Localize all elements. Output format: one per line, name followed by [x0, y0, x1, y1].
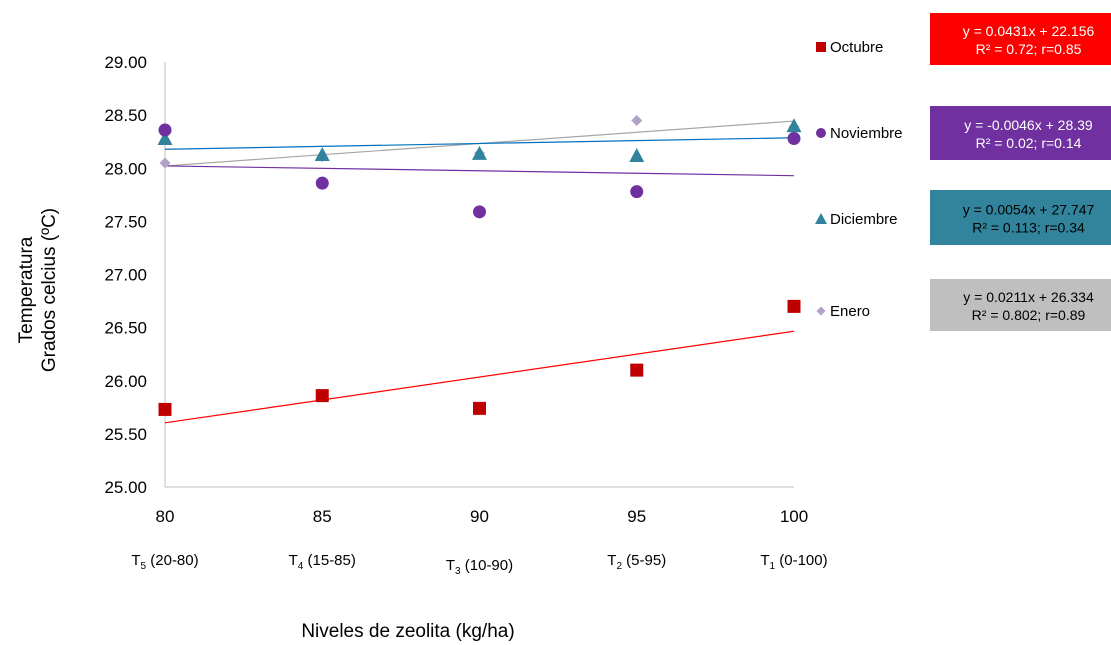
treatment-label: T4 (15-85) — [289, 552, 356, 572]
y-tick-label: 28.00 — [104, 159, 147, 178]
y-axis-title-line-2: Grados celcius (ºC) — [39, 208, 60, 372]
y-tick-label: 25.00 — [104, 478, 147, 497]
trendline-diciembre — [164, 137, 795, 150]
y-tick-labels: 25.00 25.50 26.00 26.50 27.00 27.50 28.00 28.50… — [104, 53, 147, 497]
y-tick-label: 26.50 — [104, 319, 147, 338]
treatment-labels: T5 (20-80) T4 (15-85) T3 (10-90) T2 (5-95) T… — [131, 552, 827, 577]
marker-noviembre — [473, 205, 486, 219]
legend-label: Noviembre — [830, 125, 903, 142]
marker-octubre — [315, 389, 329, 403]
trendline-noviembre — [164, 165, 795, 177]
equation-background — [930, 13, 1111, 65]
x-tick-label: 95 — [627, 507, 646, 526]
r-squared-text: R² = 0.72; r=0.85 — [976, 41, 1082, 57]
trendlines — [164, 120, 795, 424]
marker-enero — [631, 114, 643, 126]
marker-diciembre — [786, 118, 802, 133]
y-tick-label: 25.50 — [104, 425, 147, 444]
equation-box-noviembre: y = -0.0046x + 28.39 R² = 0.02; r=0.14 — [930, 106, 1111, 160]
equation-box-enero: y = 0.0211x + 26.334 R² = 0.802; r=0.89 — [930, 279, 1111, 331]
x-tick-labels: 80 85 90 95 100 — [156, 507, 809, 526]
treatment-label: T1 (0-100) — [760, 552, 827, 572]
data-markers — [157, 114, 802, 416]
legend-label: Diciembre — [830, 211, 898, 228]
marker-diciembre — [157, 131, 173, 145]
marker-diciembre — [629, 148, 645, 162]
x-tick-label: 90 — [470, 507, 489, 526]
legend: Octubre Noviembre Diciembre Enero — [815, 39, 903, 320]
equation-text: y = -0.0046x + 28.39 — [964, 117, 1093, 133]
trendline-octubre — [164, 330, 795, 424]
legend-label: Octubre — [830, 39, 883, 56]
y-axis-title-line-1: Temperatura — [16, 236, 37, 343]
marker-enero — [159, 157, 171, 169]
y-tick-label: 29.00 — [104, 53, 147, 72]
treatment-label: T3 (10-90) — [446, 557, 513, 577]
marker-diciembre — [314, 146, 330, 161]
equation-background — [930, 279, 1111, 331]
marker-octubre — [158, 402, 172, 416]
marker-noviembre — [158, 123, 172, 137]
y-tick-label: 26.00 — [104, 372, 147, 391]
r-squared-text: R² = 0.113; r=0.34 — [972, 220, 1085, 236]
legend-item-noviembre: Noviembre — [816, 125, 903, 142]
legend-label: Enero — [830, 303, 870, 320]
y-tick-label: 27.50 — [104, 212, 147, 231]
r-squared-text: R² = 0.802; r=0.89 — [972, 307, 1086, 323]
legend-marker — [816, 42, 826, 52]
x-tick-label: 80 — [156, 507, 175, 526]
equation-box-octubre: y = 0.0431x + 22.156 R² = 0.72; r=0.85 — [930, 13, 1111, 65]
equation-text: y = 0.0054x + 27.747 — [963, 202, 1095, 218]
x-tick-label: 85 — [313, 507, 332, 526]
marker-diciembre — [472, 145, 487, 160]
marker-noviembre — [315, 176, 329, 190]
legend-item-octubre: Octubre — [816, 39, 883, 56]
treatment-label: T5 (20-80) — [131, 552, 198, 572]
marker-octubre — [473, 401, 486, 415]
equation-box-diciembre: y = 0.0054x + 27.747 R² = 0.113; r=0.34 — [930, 190, 1111, 245]
legend-marker — [816, 306, 826, 316]
r-squared-text: R² = 0.02; r=0.14 — [976, 135, 1082, 151]
y-tick-label: 28.50 — [104, 106, 147, 125]
legend-marker — [815, 213, 827, 224]
y-tick-label: 27.00 — [104, 266, 147, 285]
legend-marker — [816, 128, 826, 138]
legend-item-enero: Enero — [816, 303, 870, 320]
x-tick-label: 100 — [780, 507, 808, 526]
marker-noviembre — [787, 132, 801, 145]
x-axis-title: Niveles de zeolita (kg/ha) — [301, 621, 514, 642]
equation-background — [930, 190, 1111, 245]
equation-text: y = 0.0431x + 22.156 — [963, 23, 1095, 39]
marker-octubre — [630, 363, 644, 377]
equation-text: y = 0.0211x + 26.334 — [963, 289, 1094, 305]
marker-noviembre — [630, 185, 644, 199]
marker-octubre — [787, 299, 801, 313]
axes — [164, 62, 794, 488]
equation-background — [930, 106, 1111, 160]
legend-item-diciembre: Diciembre — [815, 211, 898, 228]
treatment-label: T2 (5-95) — [607, 552, 666, 572]
